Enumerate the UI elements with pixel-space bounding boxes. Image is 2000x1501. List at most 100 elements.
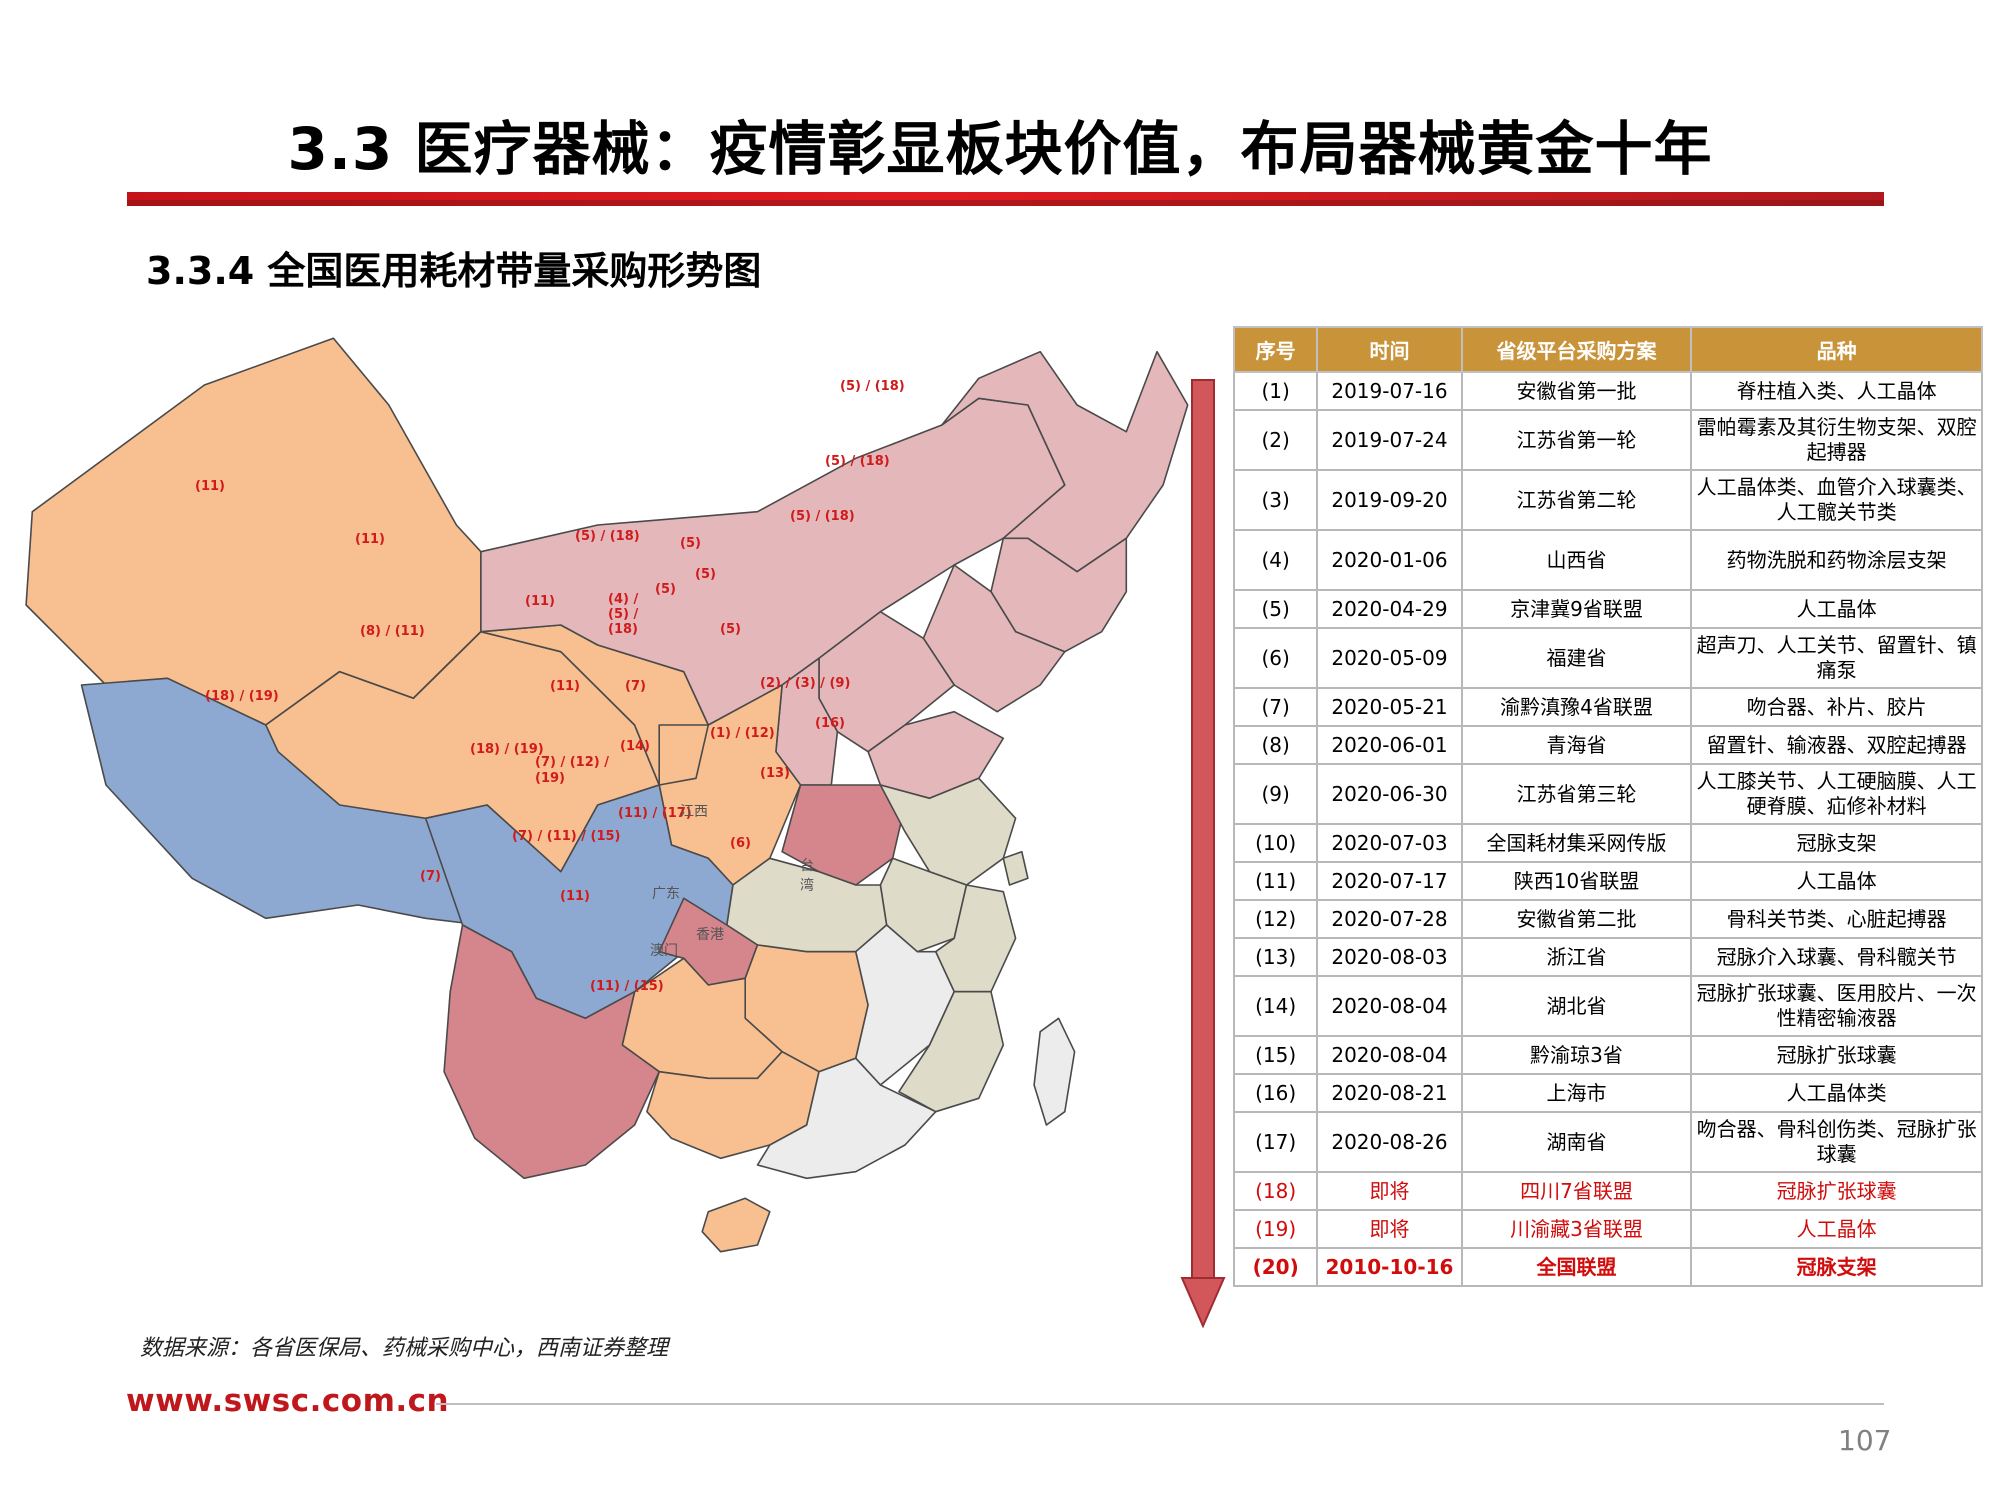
category-cell: 人工晶体 (1690, 1209, 1983, 1249)
row-number-cell: (2) (1232, 409, 1319, 471)
category-cell: 冠脉支架 (1690, 823, 1983, 863)
row-number-cell: (19) (1232, 1209, 1319, 1249)
category-cell: 冠脉扩张球囊 (1690, 1171, 1983, 1211)
table-row: (20) 2010-10-16 全国联盟 冠脉支架 (1232, 1247, 1983, 1287)
page-number: 107 (1838, 1424, 1892, 1457)
row-number-cell: (4) (1232, 529, 1319, 591)
row-number-cell: (17) (1232, 1111, 1319, 1173)
province-cell: 安徽省第二批 (1460, 899, 1693, 939)
table-row: (2) 2019-07-24 江苏省第一轮 雷帕霉素及其衍生物支架、双腔起搏器 (1232, 409, 1983, 471)
province-cell: 福建省 (1460, 627, 1693, 689)
china-procurement-map: (11) (8) / (11) (18) / (19) (11) (11) (11) (5)… (25, 337, 1189, 1253)
date-cell: 2020-08-03 (1316, 937, 1463, 977)
row-number-cell: (18) (1232, 1171, 1319, 1211)
category-cell: 人工晶体 (1690, 861, 1983, 901)
region-fujian (898, 990, 1005, 1113)
category-cell: 药物洗脱和药物涂层支架 (1690, 529, 1983, 591)
table-row: (19) 即将 川渝藏3省联盟 人工晶体 (1232, 1209, 1983, 1249)
map-label-hongkong-name: 香港 (696, 927, 724, 943)
map-label-yunnan: (7) (420, 869, 441, 884)
map-label-inner-mongolia: (5) / (18) (575, 529, 640, 544)
map-label-guangdong-name: 广东 (652, 886, 680, 902)
category-cell: 冠脉支架 (1690, 1247, 1983, 1287)
footer-url: www.swsc.com.cn (126, 1383, 450, 1419)
map-label-xinjiang: (11) (195, 479, 225, 494)
row-number-cell: (14) (1232, 975, 1319, 1037)
map-label-henan: (7) (625, 679, 646, 694)
row-number-cell: (9) (1232, 763, 1319, 825)
table-row: (8) 2020-06-01 青海省 留置针、输液器、双腔起搏器 (1232, 725, 1983, 765)
province-cell: 江苏省第二轮 (1460, 469, 1693, 531)
map-label-guangxi: (11) (560, 889, 590, 904)
region-hainan (701, 1197, 771, 1253)
category-cell: 脊柱植入类、人工晶体 (1690, 371, 1983, 411)
map-label-shandong: (5) (720, 622, 741, 637)
row-number-cell: (11) (1232, 861, 1319, 901)
table-row: (18) 即将 四川7省联盟 冠脉扩张球囊 (1232, 1171, 1983, 1211)
map-label-anhui: (1) / (12) (710, 726, 775, 741)
column-header-province: 省级平台采购方案 (1460, 326, 1693, 373)
map-label-shanxi-c: (18) (608, 622, 638, 637)
map-label-shanxi-b: (5) / (608, 607, 638, 622)
date-cell: 2020-07-03 (1316, 823, 1463, 863)
category-cell: 人工膝关节、人工硬脑膜、人工硬脊膜、疝修补材料 (1690, 763, 1983, 825)
map-label-beijing: (5) (680, 536, 701, 551)
map-label-taiwan-name-b: 湾 (800, 877, 814, 894)
row-number-cell: (6) (1232, 627, 1319, 689)
date-cell: 即将 (1316, 1209, 1463, 1249)
category-cell: 冠脉扩张球囊、医用胶片、一次性精密输液器 (1690, 975, 1983, 1037)
category-cell: 人工晶体类 (1690, 1073, 1983, 1113)
map-label-hunan: (11) / (17) (618, 806, 692, 821)
category-cell: 吻合器、补片、胶片 (1690, 687, 1983, 727)
map-label-hubei: (14) (620, 739, 650, 754)
date-cell: 2019-07-24 (1316, 409, 1463, 471)
province-cell: 四川7省联盟 (1460, 1171, 1693, 1211)
map-label-heilongjiang: (5) / (18) (840, 379, 905, 394)
province-cell: 江苏省第一轮 (1460, 409, 1693, 471)
province-cell: 上海市 (1460, 1073, 1693, 1113)
date-cell: 2019-09-20 (1316, 469, 1463, 531)
column-header-type: 品种 (1690, 326, 1983, 373)
date-cell: 即将 (1316, 1171, 1463, 1211)
category-cell: 人工晶体 (1690, 589, 1983, 629)
province-cell: 江苏省第三轮 (1460, 763, 1693, 825)
column-header-no: 序号 (1232, 326, 1319, 373)
province-cell: 京津冀9省联盟 (1460, 589, 1693, 629)
row-number-cell: (7) (1232, 687, 1319, 727)
row-number-cell: (16) (1232, 1073, 1319, 1113)
table-row: (15) 2020-08-04 黔渝琼3省 冠脉扩张球囊 (1232, 1035, 1983, 1075)
category-cell: 人工晶体类、血管介入球囊类、人工髋关节类 (1690, 469, 1983, 531)
date-cell: 2020-08-04 (1316, 1035, 1463, 1075)
date-cell: 2010-10-16 (1316, 1247, 1463, 1287)
table-row: (4) 2020-01-06 山西省 药物洗脱和药物涂层支架 (1232, 529, 1983, 591)
region-shanghai (1002, 850, 1029, 886)
province-cell: 黔渝琼3省 (1460, 1035, 1693, 1075)
province-cell: 浙江省 (1460, 937, 1693, 977)
map-label-sichuan: (18) / (19) (470, 742, 544, 757)
data-source: 数据来源：各省医保局、药械采购中心，西南证券整理 (140, 1336, 669, 1361)
table-row: (1) 2019-07-16 安徽省第一批 脊柱植入类、人工晶体 (1232, 371, 1983, 411)
table-header-row: 序号 时间 省级平台采购方案 品种 (1232, 326, 1983, 373)
date-cell: 2020-08-26 (1316, 1111, 1463, 1173)
row-number-cell: (5) (1232, 589, 1319, 629)
province-cell: 湖北省 (1460, 975, 1693, 1037)
region-guangdong (756, 1057, 937, 1180)
map-label-shaanxi: (11) (550, 679, 580, 694)
region-yunnan (443, 924, 661, 1180)
map-label-tianjin: (5) (695, 567, 716, 582)
category-cell: 留置针、输液器、双腔起搏器 (1690, 725, 1983, 765)
date-cell: 2020-05-09 (1316, 627, 1463, 689)
row-number-cell: (10) (1232, 823, 1319, 863)
category-cell: 冠脉介入球囊、骨科髋关节 (1690, 937, 1983, 977)
table-row: (7) 2020-05-21 渝黔滇豫4省联盟 吻合器、补片、胶片 (1232, 687, 1983, 727)
map-label-gansu: (11) (355, 532, 385, 547)
table-row: (11) 2020-07-17 陕西10省联盟 人工晶体 (1232, 861, 1983, 901)
province-cell: 川渝藏3省联盟 (1460, 1209, 1693, 1249)
row-number-cell: (3) (1232, 469, 1319, 531)
date-cell: 2020-04-29 (1316, 589, 1463, 629)
table-row: (13) 2020-08-03 浙江省 冠脉介入球囊、骨科髋关节 (1232, 937, 1983, 977)
page-title: 3.3 医疗器械：疫情彰显板块价值，布局器械黄金十年 (287, 115, 1713, 183)
map-label-macau-name: 澳门 (650, 943, 678, 959)
table-row: (3) 2019-09-20 江苏省第二轮 人工晶体类、血管介入球囊类、人工髋关节类 (1232, 469, 1983, 531)
map-label-jiangsu: (2) / (3) / (9) (760, 676, 850, 691)
